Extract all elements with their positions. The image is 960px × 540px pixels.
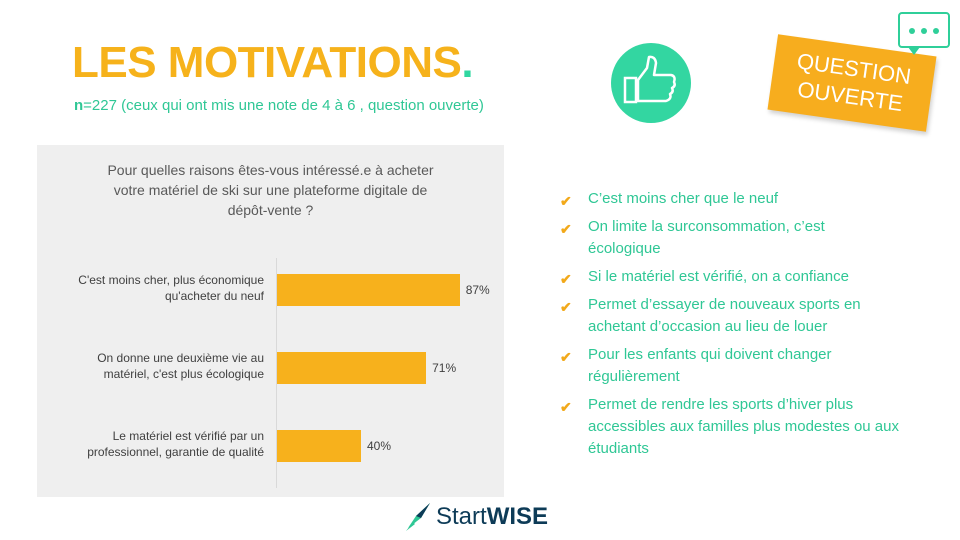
subtitle-sample: =227 (ceux qui ont mis une note de 4 à 6… xyxy=(83,97,484,114)
thumbs-up-icon xyxy=(611,43,691,123)
bar xyxy=(277,430,361,462)
bubble-dot xyxy=(909,28,915,34)
reasons-list: ✔ C’est moins cher que le neuf ✔ On limite … xyxy=(560,188,900,466)
reason-text: C’est moins cher que le neuf xyxy=(588,190,779,207)
bar-value-label: 71% xyxy=(432,361,457,375)
reason-item: ✔ Permet d’essayer de nouveaux sports en … xyxy=(560,294,900,338)
subtitle-n: n xyxy=(74,97,84,114)
bar xyxy=(277,352,427,384)
bubble-dot xyxy=(933,28,939,34)
check-icon: ✔ xyxy=(560,193,572,209)
reason-item: ✔ Si le matériel est vérifié, on a confia… xyxy=(560,266,900,288)
bar-category-label-line: On donne une deuxième vie au xyxy=(97,351,264,365)
bar-category-label-line: matériel, c'est plus écologique xyxy=(103,367,264,381)
check-icon: ✔ xyxy=(560,299,572,315)
chart-panel xyxy=(37,145,504,497)
logo-wise: WISE xyxy=(486,503,549,530)
check-icon: ✔ xyxy=(560,271,572,287)
bar-category-label-line: Le matériel est vérifié par un xyxy=(112,429,264,443)
chart-question-line: Pour quelles raisons êtes-vous intéressé… xyxy=(107,162,434,178)
bubble-dot xyxy=(921,28,927,34)
rocket-logo-icon xyxy=(406,503,430,531)
bar-value-label: 87% xyxy=(465,283,490,297)
reason-text: Permet de rendre les sports d’hiver plus… xyxy=(588,396,899,457)
bar-category-label: Le matériel est vérifié par un profession… xyxy=(50,428,264,460)
bar-category-label-line: qu'acheter du neuf xyxy=(164,289,264,303)
reason-item: ✔ Pour les enfants qui doivent changer ré… xyxy=(560,344,900,388)
reason-text: On limite la surconsommation, c’est écol… xyxy=(588,218,825,257)
chart-question-line: dépôt-vente ? xyxy=(227,202,314,218)
bar-category-label-line: C'est moins cher, plus économique xyxy=(78,273,264,287)
reason-text: Pour les enfants qui doivent changer rég… xyxy=(588,346,832,385)
logo-start: Start xyxy=(436,503,487,530)
chart-question: Pour quelles raisons êtes-vous intéressé… xyxy=(37,160,504,220)
page-title-dot: . xyxy=(461,38,474,87)
reason-text: Permet d’essayer de nouveaux sports en a… xyxy=(588,296,861,335)
check-icon: ✔ xyxy=(560,349,572,365)
page-title-text: LES MOTIVATIONS xyxy=(72,38,462,87)
bar-value-label: 40% xyxy=(367,439,392,453)
chart-question-line: votre matériel de ski sur une plateforme… xyxy=(113,182,428,198)
reason-item: ✔ C’est moins cher que le neuf xyxy=(560,188,900,210)
reason-text: Si le matériel est vérifié, on a confian… xyxy=(588,268,849,285)
bar xyxy=(277,274,460,306)
bar-category-label: On donne une deuxième vie au matériel, c'… xyxy=(50,350,264,382)
check-icon: ✔ xyxy=(560,221,572,237)
reason-item: ✔ On limite la surconsommation, c’est éco… xyxy=(560,216,900,260)
bar-category-label-line: professionnel, garantie de qualité xyxy=(87,445,264,459)
page-title: LES MOTIVATIONS. xyxy=(72,38,474,88)
bar-category-label: C'est moins cher, plus économique qu'ache… xyxy=(50,272,264,304)
check-icon: ✔ xyxy=(560,399,572,415)
page-subtitle: n=227 (ceux qui ont mis une note de 4 à … xyxy=(74,97,484,114)
chat-bubble-icon xyxy=(898,12,950,48)
chart-axis-line xyxy=(276,258,277,488)
reason-item: ✔ Permet de rendre les sports d’hiver plu… xyxy=(560,394,900,460)
chat-bubble-tail xyxy=(908,47,920,55)
